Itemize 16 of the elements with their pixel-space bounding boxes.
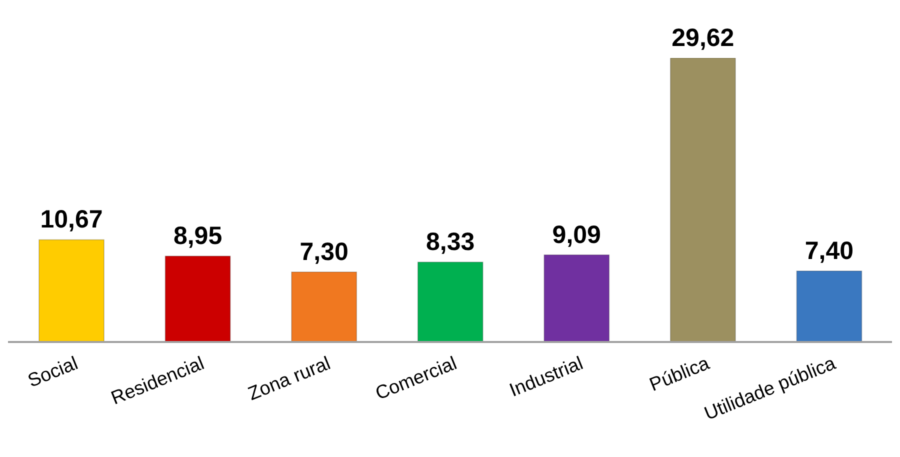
data-label: 10,67 [40, 206, 103, 234]
data-label: 7,30 [300, 238, 348, 266]
bar [796, 270, 862, 342]
bar [544, 254, 610, 342]
data-label: 9,09 [552, 220, 601, 249]
bar [38, 239, 104, 342]
x-tick-label: Zona rural [245, 353, 334, 406]
data-label: 29,62 [672, 24, 734, 52]
data-label: 7,40 [804, 237, 854, 266]
data-label: 8,33 [426, 228, 475, 256]
data-label: 8,95 [173, 222, 222, 250]
x-tick-label: Social [25, 353, 82, 392]
bar [670, 58, 736, 342]
bar [291, 272, 358, 342]
bar [417, 262, 484, 342]
bar [164, 256, 231, 342]
